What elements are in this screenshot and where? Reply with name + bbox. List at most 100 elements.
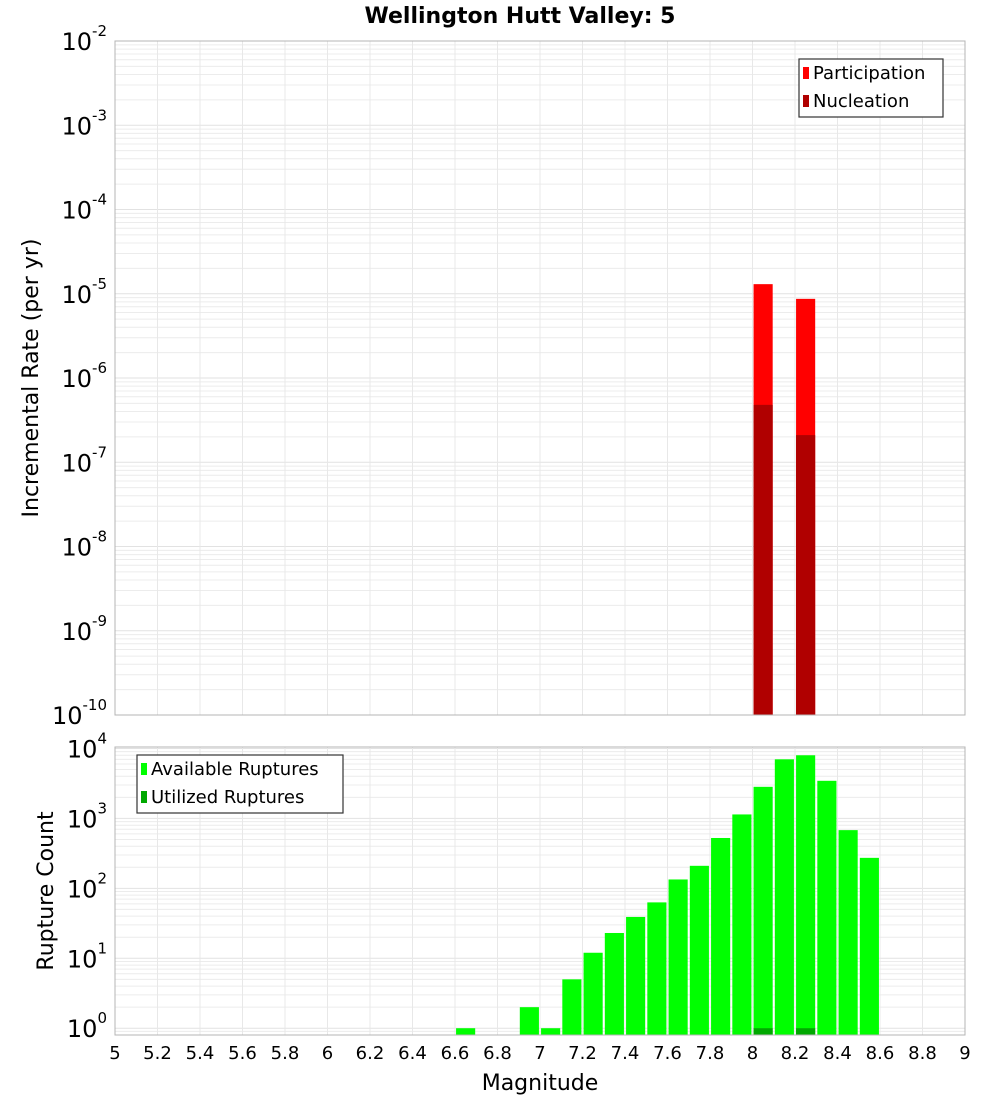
y-tick-exponent: 2	[97, 869, 107, 887]
x-tick-label: 7.2	[568, 1043, 597, 1064]
bar-available-ruptures	[796, 755, 816, 1035]
legend-swatch	[803, 67, 809, 79]
y-tick-exponent: -7	[92, 443, 107, 461]
x-tick-label: 6.8	[483, 1043, 512, 1064]
x-tick-label: 7	[534, 1043, 545, 1064]
legend-swatch	[141, 763, 147, 775]
x-tick-label: 5	[109, 1043, 120, 1064]
bar-nucleation	[753, 404, 773, 715]
chart-title: Wellington Hutt Valley: 5	[365, 4, 676, 29]
legend-box	[798, 58, 944, 118]
legend-label: Participation	[813, 63, 925, 84]
x-axis-label: Magnitude	[482, 1071, 599, 1096]
y-tick-exponent: 4	[97, 729, 107, 747]
x-tick-label: 5.6	[228, 1043, 257, 1064]
y-tick-exponent: -9	[92, 612, 107, 630]
bar-available-ruptures	[519, 1007, 539, 1035]
y-tick-base: 10	[61, 28, 92, 56]
legend-swatch	[803, 95, 809, 107]
y-tick-exponent: -2	[92, 22, 107, 40]
legend-swatch	[141, 791, 147, 803]
y-tick-base: 10	[52, 702, 83, 730]
x-tick-label: 8.4	[823, 1043, 852, 1064]
y-tick-base: 10	[61, 365, 92, 393]
legend-label: Utilized Ruptures	[151, 787, 304, 808]
x-tick-label: 8.2	[781, 1043, 810, 1064]
x-tick-label: 5.4	[186, 1043, 215, 1064]
y-tick-exponent: -8	[92, 528, 107, 546]
x-tick-label: 7.6	[653, 1043, 682, 1064]
y-tick-label: 10-5	[61, 275, 107, 309]
y-tick-exponent: 3	[97, 799, 107, 817]
y-axis-label: Rupture Count	[34, 811, 59, 971]
y-tick-label: 10-7	[61, 443, 107, 477]
y-tick-base: 10	[67, 805, 98, 833]
plot-panel-1: 10-1010-910-810-710-610-510-410-310-2Inc…	[19, 22, 966, 730]
x-tick-label: 5.8	[271, 1043, 300, 1064]
legend-label: Available Ruptures	[151, 759, 319, 780]
legend: Available Ruptures Utilized Ruptures	[136, 754, 344, 814]
x-tick-label: 9	[959, 1043, 970, 1064]
bar-available-ruptures	[711, 837, 731, 1035]
plot-border	[114, 40, 966, 716]
y-tick-base: 10	[67, 945, 98, 973]
y-tick-base: 10	[61, 112, 92, 140]
x-tick-label: 6.2	[356, 1043, 385, 1064]
plot-border	[114, 746, 966, 1036]
y-tick-exponent: 1	[97, 939, 107, 957]
y-tick-base: 10	[61, 618, 92, 646]
y-tick-exponent: -10	[83, 696, 108, 714]
bar-available-ruptures	[817, 780, 837, 1035]
bar-available-ruptures	[626, 916, 646, 1035]
bar-nucleation	[796, 435, 816, 715]
bar-utilized-ruptures	[753, 1028, 773, 1035]
y-tick-base: 10	[61, 281, 92, 309]
bar-available-ruptures	[562, 979, 582, 1035]
x-tick-label: 8.6	[866, 1043, 895, 1064]
y-tick-label: 10-2	[61, 22, 107, 56]
y-tick-base: 10	[67, 1015, 98, 1043]
y-tick-label: 103	[67, 799, 107, 833]
bar-available-ruptures	[732, 814, 752, 1035]
y-tick-label: 10-3	[61, 106, 107, 140]
x-tick-label: 6.4	[398, 1043, 427, 1064]
bar-utilized-ruptures	[796, 1028, 816, 1035]
y-tick-label: 104	[67, 729, 107, 763]
x-tick-label: 7.8	[696, 1043, 725, 1064]
y-tick-base: 10	[67, 735, 98, 763]
legend-label: Nucleation	[813, 91, 909, 112]
y-tick-base: 10	[67, 875, 98, 903]
y-tick-label: 10-8	[61, 528, 107, 562]
y-tick-label: 10-4	[61, 191, 107, 225]
x-tick-label: 5.2	[143, 1043, 172, 1064]
y-axis-label: Incremental Rate (per yr)	[19, 239, 44, 518]
y-tick-exponent: -3	[92, 106, 107, 124]
bar-available-ruptures	[668, 879, 688, 1035]
bar-available-ruptures	[541, 1028, 561, 1035]
legend: Participation Nucleation	[798, 58, 944, 118]
y-tick-exponent: -5	[92, 275, 107, 293]
y-tick-exponent: 0	[97, 1009, 107, 1027]
bar-available-ruptures	[583, 952, 603, 1035]
bar-available-ruptures	[604, 932, 624, 1035]
x-tick-label: 8.8	[908, 1043, 937, 1064]
bar-available-ruptures	[689, 865, 709, 1035]
y-tick-base: 10	[61, 534, 92, 562]
bar-available-ruptures	[753, 786, 773, 1035]
bar-available-ruptures	[838, 830, 858, 1035]
y-tick-exponent: -6	[92, 359, 107, 377]
y-tick-label: 10-9	[61, 612, 107, 646]
bar-available-ruptures	[859, 857, 879, 1035]
y-tick-label: 101	[67, 939, 107, 973]
x-tick-label: 7.4	[611, 1043, 640, 1064]
y-tick-label: 102	[67, 869, 107, 903]
y-tick-exponent: -4	[92, 191, 107, 209]
bar-available-ruptures	[456, 1028, 476, 1035]
y-tick-base: 10	[61, 449, 92, 477]
y-tick-label: 10-6	[61, 359, 107, 393]
legend-box	[136, 754, 344, 814]
x-tick-label: 6	[322, 1043, 333, 1064]
y-tick-label: 100	[67, 1009, 107, 1043]
y-tick-base: 10	[61, 197, 92, 225]
